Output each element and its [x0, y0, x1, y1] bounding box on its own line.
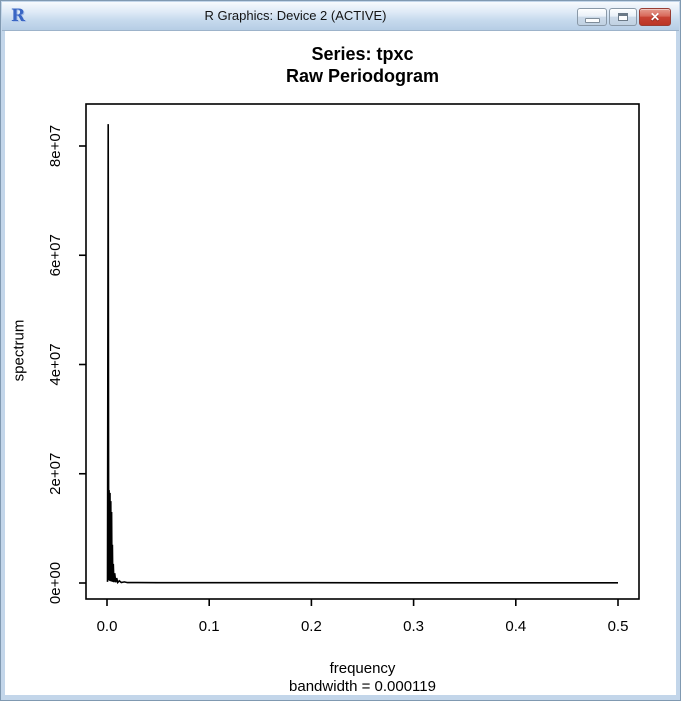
y-tick-label: 4e+07: [47, 343, 64, 385]
maximize-button[interactable]: [609, 8, 637, 26]
minimize-button[interactable]: [577, 8, 607, 26]
window-title: R Graphics: Device 2 (ACTIVE): [204, 8, 387, 23]
x-tick-label: 0.2: [301, 618, 322, 635]
chart-subtitle: Raw Periodogram: [285, 66, 440, 86]
titlebar[interactable]: R R Graphics: Device 2 (ACTIVE) ✕: [2, 2, 679, 31]
x-axis-label: frequency: [329, 660, 396, 677]
r-logo-icon: R: [11, 6, 26, 26]
x-tick-label: 0.4: [505, 618, 526, 635]
caption-buttons: ✕: [577, 8, 671, 26]
bandwidth-label: bandwidth = 0.000119: [289, 678, 436, 695]
x-tick-label: 0.0: [97, 618, 118, 635]
x-tick-label: 0.1: [199, 618, 220, 635]
y-tick-label: 8e+07: [47, 125, 64, 167]
x-tick-label: 0.3: [403, 618, 424, 635]
x-tick-label: 0.5: [608, 618, 629, 635]
periodogram-line: [106, 124, 618, 585]
close-button[interactable]: ✕: [639, 8, 671, 26]
close-icon: ✕: [649, 10, 661, 24]
chart-title: Series: tpxc: [311, 44, 414, 64]
y-tick-label: 6e+07: [47, 234, 64, 276]
y-tick-label: 0e+00: [47, 562, 64, 604]
y-tick-label: 2e+07: [47, 453, 64, 495]
plot-frame: [85, 103, 640, 600]
minimize-icon: [584, 17, 600, 23]
maximize-icon: [618, 13, 628, 21]
plot-canvas: [5, 31, 676, 695]
y-axis-label: spectrum: [10, 319, 28, 382]
